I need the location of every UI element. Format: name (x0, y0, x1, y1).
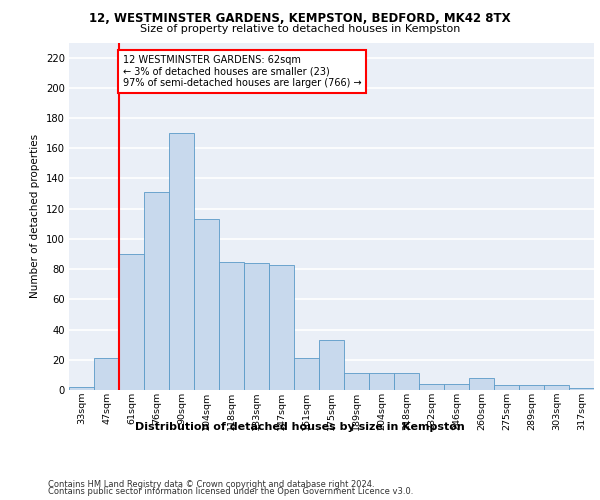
Bar (69, 387, 94, 390)
Bar (144, 192, 169, 390)
Bar (119, 254, 144, 390)
Text: Contains public sector information licensed under the Open Government Licence v3: Contains public sector information licen… (48, 487, 413, 496)
Bar (169, 133, 194, 390)
Bar (219, 262, 244, 390)
Bar (319, 340, 344, 390)
Bar (394, 374, 419, 390)
Bar (294, 358, 319, 390)
Text: Contains HM Land Registry data © Crown copyright and database right 2024.: Contains HM Land Registry data © Crown c… (48, 480, 374, 489)
Bar (419, 384, 444, 390)
Bar (469, 378, 494, 390)
Bar (544, 386, 569, 390)
Bar (194, 220, 219, 390)
Bar (444, 384, 469, 390)
Bar (344, 374, 369, 390)
Text: 12 WESTMINSTER GARDENS: 62sqm
← 3% of detached houses are smaller (23)
97% of se: 12 WESTMINSTER GARDENS: 62sqm ← 3% of de… (123, 54, 361, 88)
Bar (269, 264, 294, 390)
Text: Distribution of detached houses by size in Kempston: Distribution of detached houses by size … (135, 422, 465, 432)
Text: 12, WESTMINSTER GARDENS, KEMPSTON, BEDFORD, MK42 8TX: 12, WESTMINSTER GARDENS, KEMPSTON, BEDFO… (89, 12, 511, 26)
Text: Size of property relative to detached houses in Kempston: Size of property relative to detached ho… (140, 24, 460, 34)
Bar (519, 386, 544, 390)
Y-axis label: Number of detached properties: Number of detached properties (30, 134, 40, 298)
Bar (569, 388, 594, 390)
Bar (494, 386, 519, 390)
Bar (369, 374, 394, 390)
Bar (244, 263, 269, 390)
Bar (94, 358, 119, 390)
